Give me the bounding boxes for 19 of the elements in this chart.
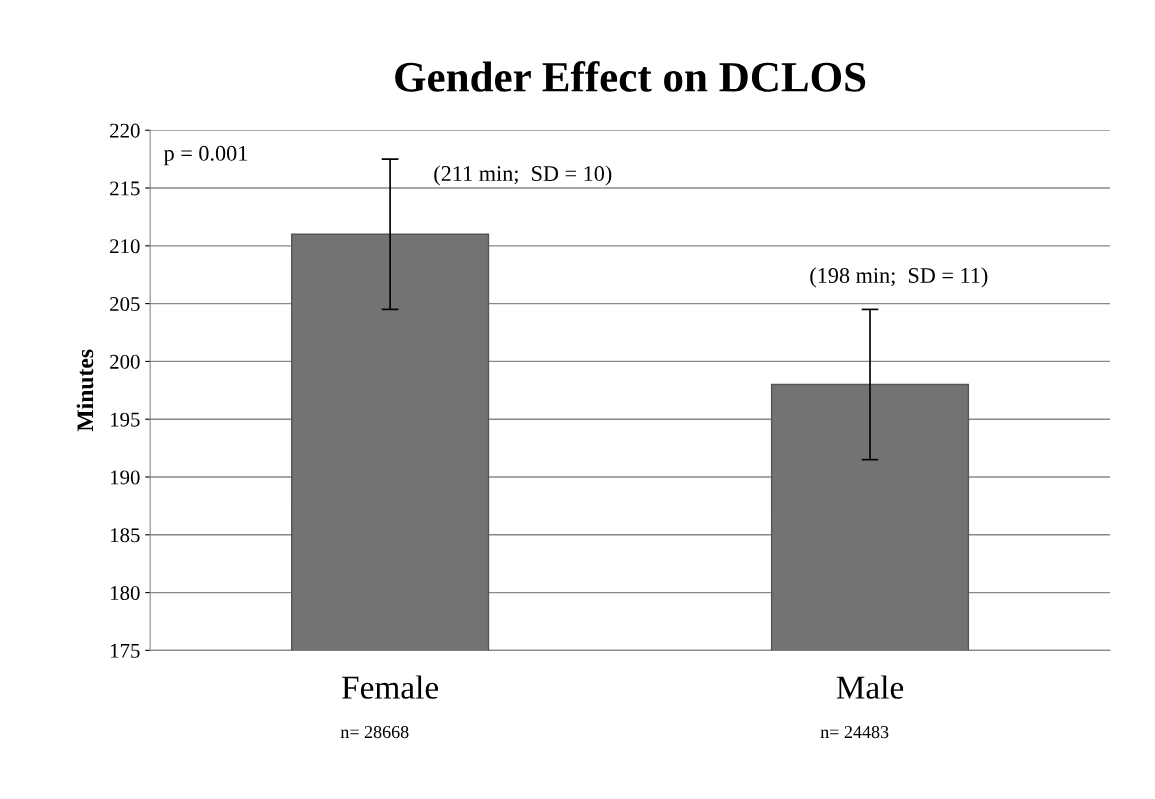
y-tick-label: 210 [110, 239, 140, 254]
text: n= 24483 [820, 725, 889, 739]
y-tick-label: 200 [110, 354, 140, 369]
annotation: p = 0.001 [163, 145, 248, 166]
y-tick-label: 185 [111, 528, 140, 543]
y-tick-label: 175 [111, 643, 140, 658]
chart-title: Gender Effect on DCLOS [395, 61, 866, 92]
y-tick-label: 190 [111, 470, 140, 485]
y-tick-label: 195 [111, 412, 140, 427]
x-tick-label: Male [836, 675, 904, 699]
text: n= 28668 [340, 725, 409, 739]
y-tick-label: 220 [110, 123, 140, 138]
annotation: (211 min; SD = 10) [434, 165, 612, 186]
y-tick-label: 180 [111, 585, 140, 601]
y-tick-label: 215 [110, 181, 140, 196]
x-tick-label: Female [342, 675, 438, 699]
y-axis-title: Minutes [76, 349, 94, 432]
annotation: (198 min; SD = 11) [810, 267, 988, 288]
y-tick-label: 205 [110, 296, 140, 312]
